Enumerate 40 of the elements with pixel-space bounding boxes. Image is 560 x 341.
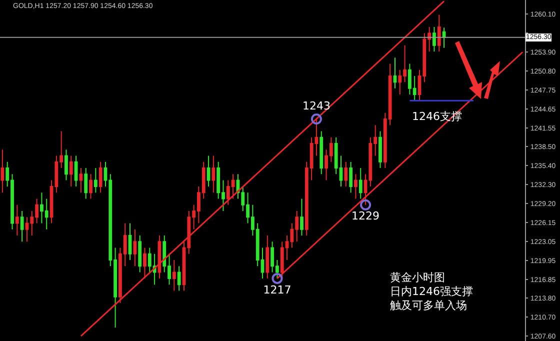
candlestick	[64, 149, 68, 181]
candlestick	[84, 168, 88, 200]
candlestick	[133, 228, 137, 267]
candlestick	[437, 14, 441, 52]
candlestick	[94, 168, 98, 194]
point	[360, 199, 372, 210]
candlestick	[393, 57, 397, 89]
candlestick	[143, 247, 146, 279]
candlestick	[442, 27, 446, 48]
candlestick	[20, 210, 24, 242]
candlestick	[344, 161, 348, 187]
candlestick	[320, 130, 324, 175]
data-label: 1229	[352, 210, 380, 223]
candlestick	[89, 174, 92, 200]
candlestick	[0, 149, 4, 194]
candlestick	[206, 155, 210, 187]
annotation: 黄金小时图	[390, 271, 445, 284]
candlestick	[266, 235, 270, 279]
data-label: 1243	[302, 100, 330, 113]
candlestick	[128, 222, 132, 261]
annotation: 日内1246强支撑	[390, 285, 473, 298]
candlestick	[432, 26, 436, 52]
candlestick	[212, 155, 216, 194]
candlestick	[69, 155, 73, 187]
candlestick	[79, 168, 83, 194]
annotation: 触及可多单入场	[390, 299, 467, 312]
candlestick	[349, 161, 353, 194]
candlestick	[15, 204, 19, 236]
point	[310, 113, 322, 124]
data-label: 1217	[263, 283, 292, 296]
candlestick	[300, 198, 304, 236]
candlestick	[172, 260, 176, 292]
candlestick	[378, 130, 382, 169]
candlestick	[98, 161, 102, 194]
candlestick	[74, 155, 78, 187]
candlestick	[177, 266, 181, 292]
candlestick	[138, 235, 142, 273]
candlestick	[354, 174, 358, 200]
candlestick	[358, 168, 362, 200]
point	[272, 272, 283, 284]
